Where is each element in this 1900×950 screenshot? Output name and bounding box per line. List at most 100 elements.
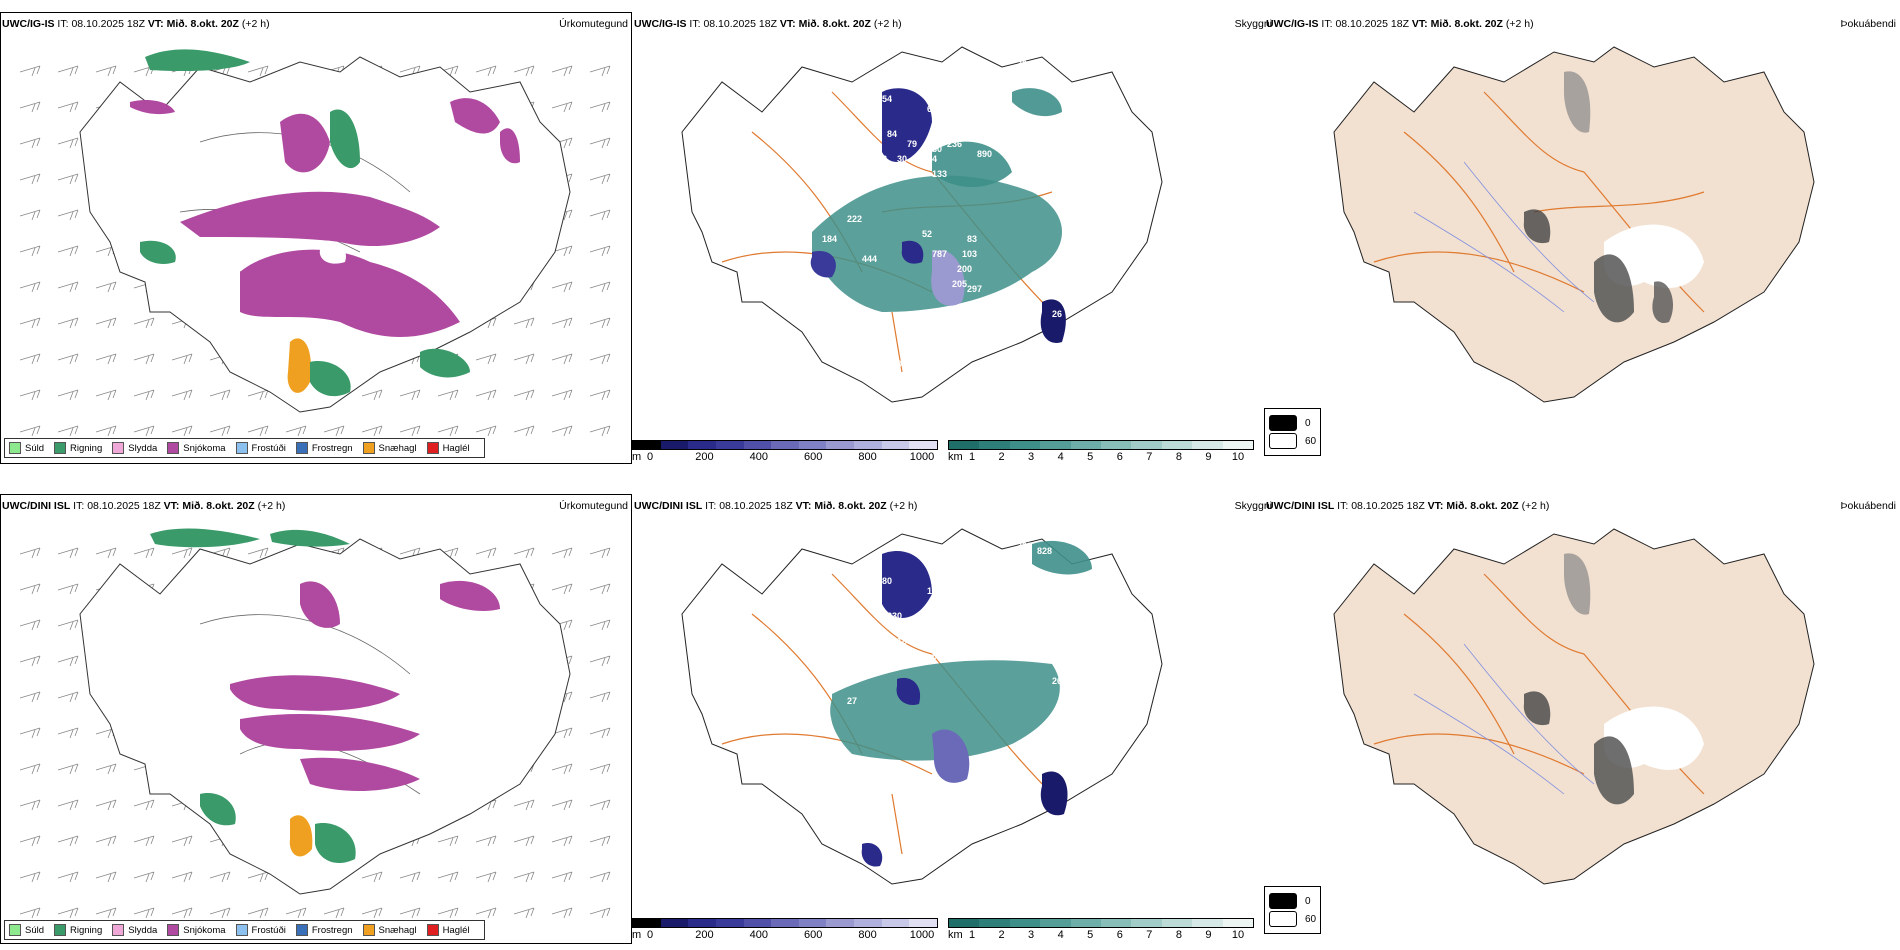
ceiling-colorbar-2: m 0 200 400 600 800 1000	[632, 918, 938, 942]
colorbar-segment	[1101, 441, 1132, 449]
wind-barb	[551, 799, 573, 811]
colorbar-segment	[1070, 441, 1102, 449]
wind-barb	[57, 173, 79, 185]
wind-barb	[57, 547, 79, 559]
colorbar-tick: 4	[1057, 451, 1064, 463]
wind-barb	[209, 907, 231, 919]
colorbar-segment	[1222, 441, 1254, 449]
legend-item: Frostregn	[295, 924, 353, 936]
wind-barb	[19, 245, 41, 257]
wind-barb	[19, 101, 41, 113]
wind-barb	[57, 317, 79, 329]
wind-barb	[399, 871, 421, 883]
wind-barb	[589, 763, 611, 775]
wind-barb	[551, 65, 573, 77]
wind-barb	[95, 763, 117, 775]
wind-barb	[589, 173, 611, 185]
colorbar-segment	[1040, 441, 1071, 449]
colorbar-segment	[743, 441, 772, 449]
ceiling-label: 808	[862, 164, 877, 174]
fog-legend-1: 0 60	[1264, 408, 1322, 456]
ceiling-label: 10	[917, 546, 927, 556]
visibility-colorbar-2: km 1 2 3 4 5 6 7 8 9 10	[948, 918, 1254, 942]
colorbar-segment	[909, 441, 938, 449]
colorbar-tick: 10	[1231, 929, 1245, 941]
wind-barb	[589, 583, 611, 595]
wind-barb	[589, 835, 611, 847]
wind-barb	[475, 353, 497, 365]
legend-item: Rigning	[54, 442, 102, 454]
wind-barb	[437, 871, 459, 883]
legend-item: Súld	[9, 442, 44, 454]
wind-barb	[247, 389, 269, 401]
legend-item: Frostúði	[235, 442, 286, 454]
wind-barb	[19, 655, 41, 667]
wind-barb	[171, 425, 193, 437]
wind-barb	[437, 425, 459, 437]
wind-barb	[19, 389, 41, 401]
colorbar-tick: 9	[1205, 451, 1212, 463]
colorbar-unit: m	[632, 451, 642, 463]
ceiling-label: 119	[862, 646, 877, 656]
visibility-colorbar-1: km 1 2 3 4 5 6 7 8 9 10	[948, 440, 1254, 464]
ceiling-label: 75	[752, 556, 762, 566]
ceiling-label: 166	[927, 586, 942, 596]
wind-barb	[589, 353, 611, 365]
wind-barb	[475, 65, 497, 77]
wind-barb	[285, 907, 307, 919]
wind-barb	[57, 425, 79, 437]
wind-barb	[19, 425, 41, 437]
wind-barb	[19, 65, 41, 77]
wind-barb	[247, 425, 269, 437]
wind-barb	[95, 799, 117, 811]
wind-barb	[551, 425, 573, 437]
wind-barb	[475, 907, 497, 919]
wind-barb	[57, 655, 79, 667]
ceiling-label: 297	[787, 194, 802, 204]
wind-barb	[95, 907, 117, 919]
wind-barb	[589, 619, 611, 631]
ceiling-label: 96	[902, 646, 912, 656]
colorbar-segment	[1040, 919, 1071, 927]
wind-barb	[361, 871, 383, 883]
wind-barb	[133, 799, 155, 811]
wind-barb	[513, 353, 535, 365]
colorbar-tick: 7	[1146, 451, 1153, 463]
precip-panel-2: UWC/DINI ISL IT: 08.10.2025 18Z VT: Mið.…	[0, 494, 632, 946]
wind-barb	[551, 281, 573, 293]
wind-barb	[57, 353, 79, 365]
colorbar-tick: 2	[998, 929, 1005, 941]
colorbar-tick: 400	[749, 929, 768, 941]
fog-panel-1: UWC/IG-IS IT: 08.10.2025 18Z VT: Mið. 8.…	[1264, 12, 1900, 464]
wind-barb	[513, 835, 535, 847]
wind-barb	[551, 389, 573, 401]
wind-barb	[475, 547, 497, 559]
ceiling-label: 29	[1102, 596, 1112, 606]
ceiling-label: 80	[882, 576, 892, 586]
legend-item: Súld	[9, 924, 44, 936]
colorbar-segment	[743, 919, 772, 927]
precip-map-2	[19, 528, 611, 919]
ceiling-label: 27	[847, 696, 857, 706]
wind-barb	[57, 871, 79, 883]
colorbar-unit: m	[632, 929, 642, 941]
wind-barb	[589, 907, 611, 919]
wind-barb	[247, 871, 269, 883]
ceiling-label: 103	[962, 249, 977, 259]
wind-barb	[19, 173, 41, 185]
wind-barb	[19, 619, 41, 631]
colorbar-segment	[881, 441, 910, 449]
ceiling-label: 63	[872, 636, 882, 646]
colorbar-segment	[826, 441, 855, 449]
fog-title-2: UWC/DINI ISL IT: 08.10.2025 18Z VT: Mið.…	[1266, 500, 1550, 512]
colorbar-tick: 1	[968, 451, 976, 463]
wind-barb	[95, 317, 117, 329]
wind-barb	[513, 547, 535, 559]
wind-barb	[19, 353, 41, 365]
wind-barb	[95, 547, 117, 559]
wind-barb	[95, 281, 117, 293]
wind-barb	[475, 835, 497, 847]
ceiling-label: 50	[932, 626, 942, 636]
